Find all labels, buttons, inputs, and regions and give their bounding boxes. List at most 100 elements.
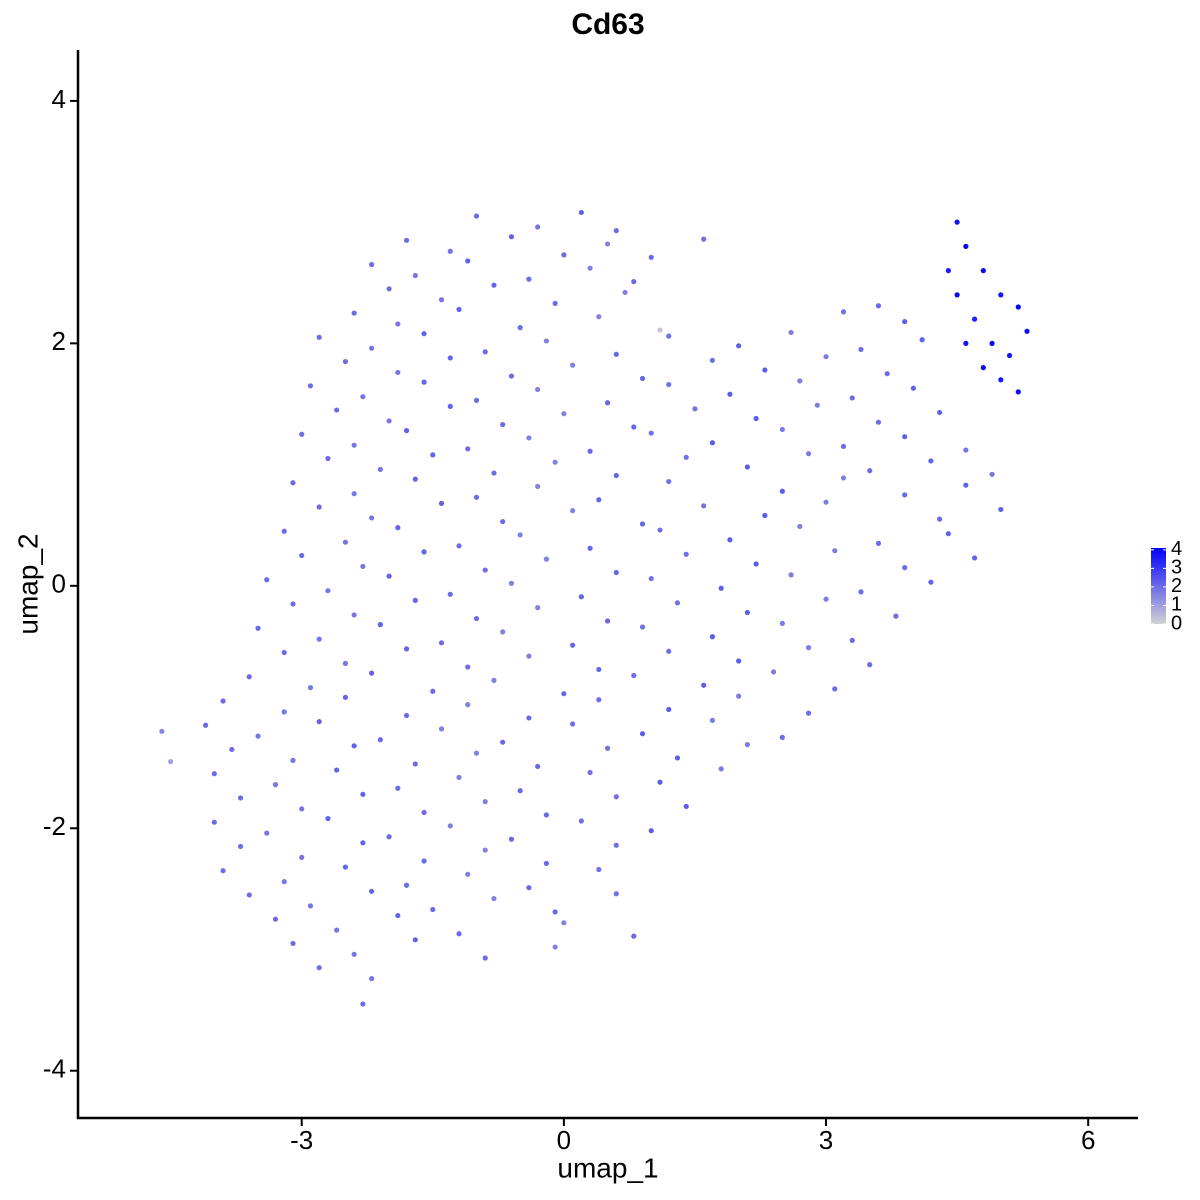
x-tick-label: 6	[1081, 1125, 1095, 1155]
point	[535, 224, 541, 230]
point	[893, 613, 899, 619]
point	[613, 891, 619, 897]
point	[202, 722, 209, 728]
point	[692, 406, 698, 412]
point	[639, 375, 646, 382]
point	[316, 718, 322, 725]
point	[762, 367, 768, 373]
colorbar-label: 1	[1171, 594, 1182, 616]
point	[701, 503, 707, 509]
point	[823, 354, 829, 360]
point	[491, 895, 497, 902]
point	[342, 539, 349, 545]
y-axis-title: umap_2	[12, 533, 43, 634]
point	[412, 272, 418, 279]
point	[989, 340, 995, 346]
point	[517, 532, 523, 538]
point	[709, 634, 716, 640]
point	[919, 337, 925, 343]
colorbar-label: 0	[1171, 612, 1182, 634]
x-axis-title: umap_1	[557, 1152, 658, 1183]
point	[587, 545, 593, 551]
point	[456, 774, 462, 780]
point	[552, 944, 558, 950]
point	[500, 518, 506, 525]
point	[578, 818, 584, 824]
point	[613, 842, 619, 848]
point	[342, 358, 349, 365]
point	[674, 600, 681, 606]
point	[159, 728, 165, 734]
point	[805, 451, 812, 457]
point	[246, 674, 252, 680]
point	[744, 742, 750, 748]
point	[666, 333, 672, 339]
point	[666, 706, 672, 713]
point	[604, 745, 611, 751]
point	[334, 767, 340, 773]
point	[299, 806, 305, 812]
point	[832, 548, 838, 554]
point	[604, 241, 611, 247]
point	[858, 589, 864, 595]
point	[351, 951, 357, 957]
point	[508, 836, 515, 842]
point	[421, 379, 427, 385]
point	[386, 418, 392, 424]
point	[971, 555, 978, 561]
point	[447, 355, 453, 361]
point	[211, 819, 217, 825]
x-tick-label: -3	[290, 1125, 313, 1155]
point	[928, 458, 934, 464]
point	[351, 442, 357, 448]
point	[369, 345, 375, 351]
point	[360, 394, 366, 400]
point	[849, 395, 855, 401]
point	[290, 940, 296, 947]
point	[596, 666, 602, 673]
point	[369, 515, 375, 521]
point	[290, 757, 296, 763]
point	[875, 540, 882, 546]
point	[508, 234, 515, 240]
point	[570, 721, 576, 727]
point	[596, 314, 602, 320]
point	[657, 527, 663, 533]
point	[648, 254, 654, 260]
point	[770, 669, 777, 675]
point	[421, 549, 427, 555]
point	[473, 397, 480, 403]
point	[517, 325, 523, 331]
point	[945, 268, 951, 274]
point	[403, 428, 410, 434]
point	[736, 658, 742, 664]
point	[587, 769, 593, 776]
point	[264, 577, 270, 583]
point	[858, 346, 864, 353]
point	[823, 596, 829, 602]
x-tick-label: 3	[819, 1125, 833, 1155]
point	[587, 448, 593, 454]
point	[1015, 304, 1021, 310]
point	[482, 799, 488, 805]
point	[465, 871, 471, 877]
point	[779, 734, 785, 740]
point	[561, 252, 567, 258]
point	[508, 580, 515, 586]
point	[438, 726, 445, 732]
point	[543, 556, 549, 562]
point	[604, 400, 611, 406]
point	[561, 691, 567, 697]
point	[709, 440, 716, 446]
point	[867, 468, 873, 474]
point	[386, 286, 392, 292]
point	[561, 411, 567, 417]
point	[701, 236, 707, 242]
point	[412, 761, 418, 767]
point	[753, 415, 759, 422]
point	[552, 300, 558, 306]
point	[220, 868, 226, 874]
point	[438, 500, 445, 506]
point	[622, 289, 628, 296]
